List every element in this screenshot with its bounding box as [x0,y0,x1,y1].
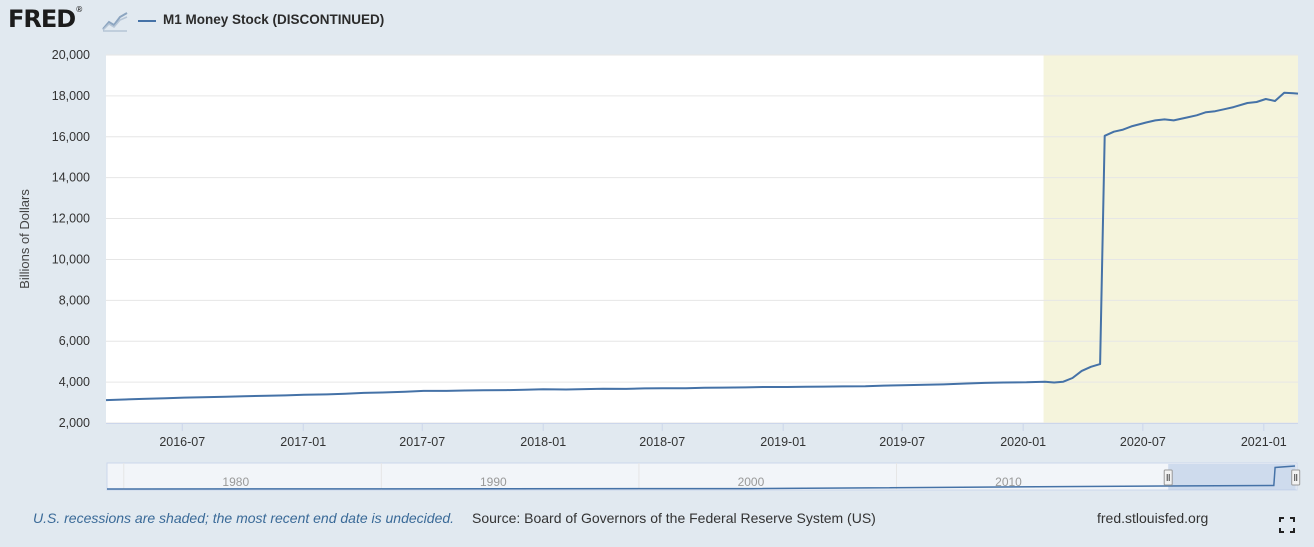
legend-swatch [138,20,156,22]
recession-note: U.S. recessions are shaded; the most rec… [33,510,455,526]
logo-mark: ® [75,5,83,14]
y-tick-label: 4,000 [59,375,90,389]
chart-area: 2,000 4,000 6,000 8,000 10,000 12,000 14,000 16… [17,48,1301,491]
navigator-year-label: 1980 [222,475,249,489]
series-line-m1 [105,91,1299,402]
legend-label[interactable]: M1 Money Stock (DISCONTINUED) [163,12,385,27]
x-tick-label: 2020-01 [1000,435,1046,449]
x-tick-label: 2017-07 [399,435,445,449]
y-tick-label: 10,000 [52,252,90,266]
y-tick-label: 8,000 [59,293,90,307]
recession-shading [1043,55,1298,423]
y-axis-label: Billions of Dollars [17,189,32,289]
x-tick-label: 2016-07 [159,435,205,449]
navigator-year-label: 1990 [480,475,507,489]
x-tick-label: 2018-07 [639,435,685,449]
x-tick-label: 2017-01 [280,435,326,449]
x-tick-label: 2020-07 [1120,435,1166,449]
y-tick-label: 14,000 [52,171,90,185]
navigator[interactable]: 1980 1990 2000 2010 [106,462,1301,491]
grid-lines [106,54,1298,424]
x-tick-label: 2021-01 [1241,435,1287,449]
navigator-year-label: 2000 [738,475,765,489]
fullscreen-icon[interactable] [1279,517,1295,533]
y-tick-label: 12,000 [52,212,90,226]
y-tick-label: 6,000 [59,334,90,348]
y-tick-label: 16,000 [52,130,90,144]
trend-graph-icon [102,12,128,32]
navigator-track [106,462,1298,491]
fred-logo[interactable]: FRED® [8,5,83,33]
x-tick-label: 2019-01 [760,435,806,449]
x-tick-label: 2018-01 [520,435,566,449]
navigator-handle [1291,469,1301,486]
x-tick-label: 2019-07 [879,435,925,449]
fred-url[interactable]: fred.stlouisfed.org [1097,510,1209,526]
chart-header: FRED® M1 Money Stock (DISCONTINUED) [0,0,1314,42]
y-axis-ticks: 2,000 4,000 6,000 8,000 10,000 12,000 14,000 16… [52,48,90,430]
y-tick-label: 20,000 [52,48,90,62]
navigator-handle [1163,469,1173,486]
navigator-year-label: 2010 [995,475,1022,489]
source-text: Source: Board of Governors of the Federa… [472,510,876,526]
x-axis-ticks: 2016-07 2017-01 2017-07 2018-01 2018-07 2019-… [106,423,1298,449]
logo-text: FRED [8,5,76,33]
y-tick-label: 18,000 [52,89,90,103]
navigator-series-line [106,465,1296,490]
y-tick-label: 2,000 [59,416,90,430]
